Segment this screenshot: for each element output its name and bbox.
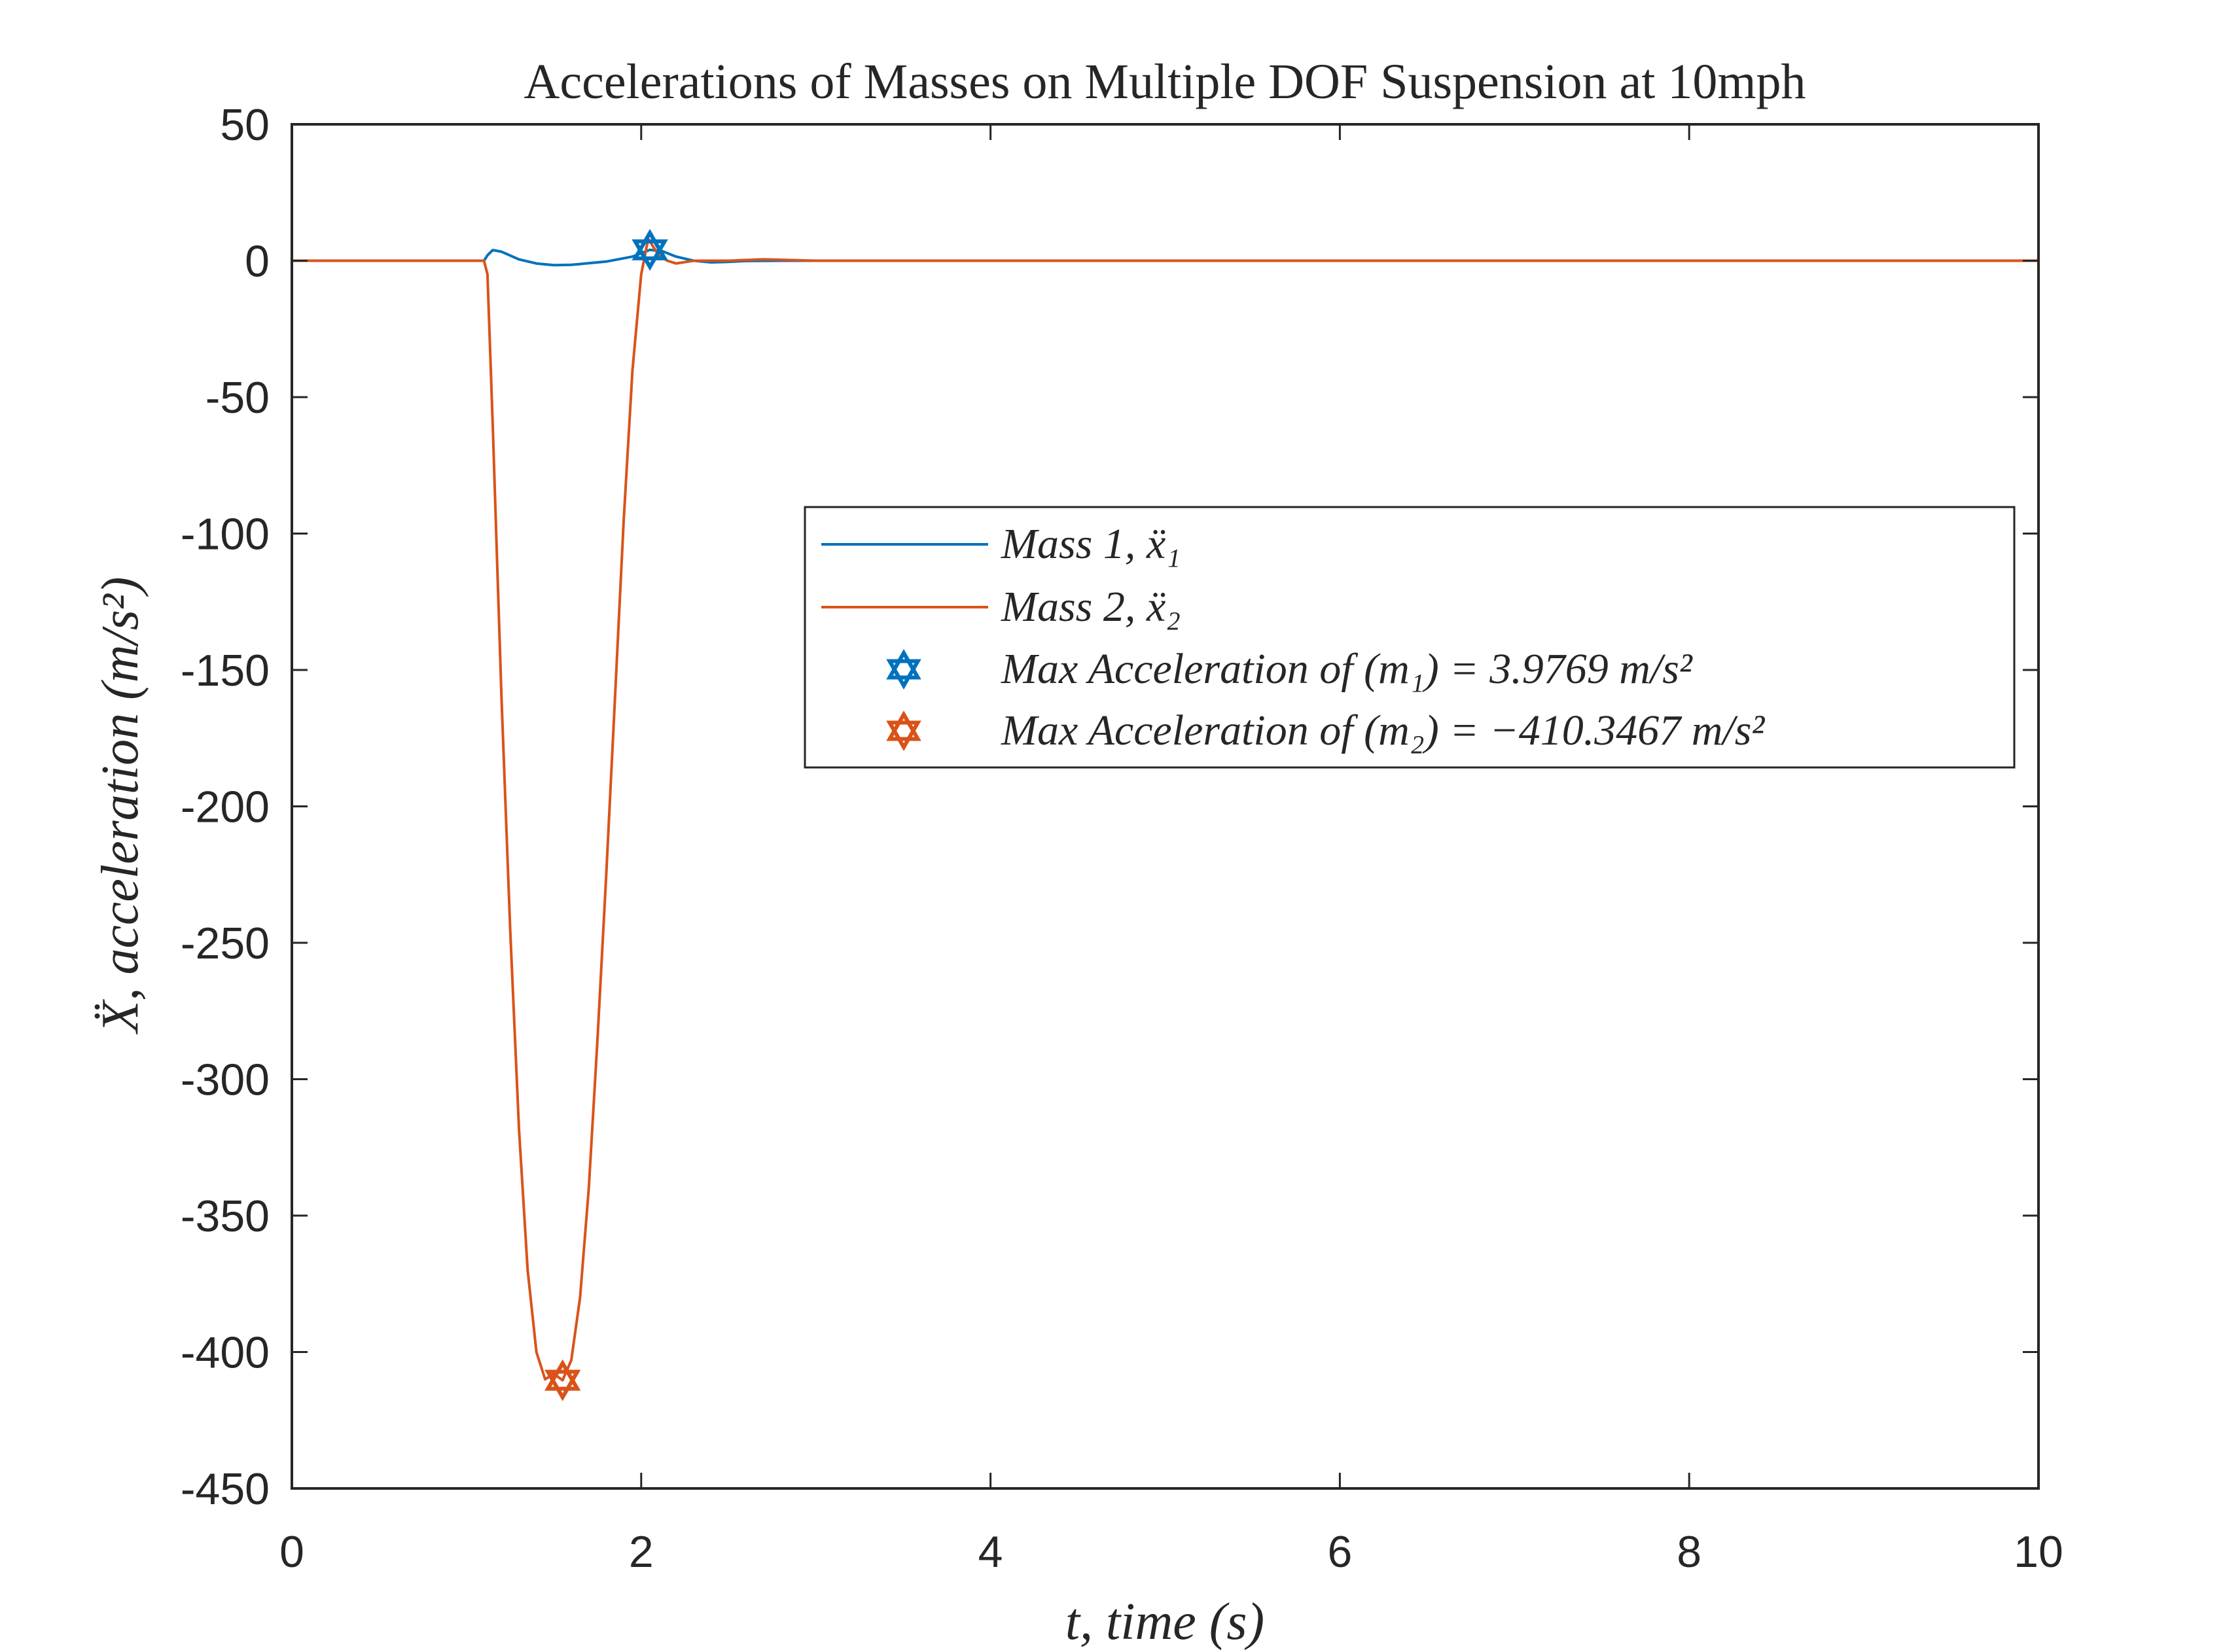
x-tick-label: 0 — [279, 1527, 304, 1577]
plot-markers — [544, 228, 668, 1401]
legend-marker-max-2 — [886, 710, 921, 752]
y-tick-label: -250 — [181, 919, 270, 968]
y-tick-label: 50 — [220, 100, 270, 150]
y-tick-label: -350 — [181, 1191, 270, 1241]
series-line-2 — [292, 237, 2038, 1382]
x-tick-label: 4 — [978, 1527, 1003, 1577]
y-tick-label: 0 — [245, 237, 270, 287]
legend-label-max-2: Max Acceleration of (m₂) = −410.3467 m/s… — [1001, 707, 1765, 754]
axis-ticks: 0 2 4 6 8 10 50 0 -50 -100 -150 -200 -250 -300 -350 -40… — [181, 100, 2063, 1577]
max-marker-1 — [632, 228, 668, 271]
x-tick-label: 2 — [629, 1527, 654, 1577]
legend-label-mass-1: Mass 1, ẍ₁ — [1001, 520, 1181, 568]
plot-area — [292, 124, 2038, 1488]
axes-box — [291, 123, 2040, 1490]
legend-marker-max-1 — [886, 648, 921, 690]
y-tick-label: -50 — [205, 373, 270, 423]
y-axis-label: Ẍ, acceleration (m/s²) — [92, 576, 149, 1034]
legend-label-max-1: Max Acceleration of (m₁) = 3.9769 m/s² — [1001, 645, 1693, 693]
y-tick-label: -300 — [181, 1055, 270, 1105]
y-tick-label: -100 — [181, 510, 270, 559]
legend: Mass 1, ẍ₁ Mass 2, ẍ₂ Max Acceleration o… — [804, 506, 2016, 769]
y-tick-label: -400 — [181, 1328, 270, 1378]
x-tick-label: 6 — [1327, 1527, 1352, 1577]
legend-box — [804, 506, 2016, 769]
y-tick-label: -150 — [181, 646, 270, 695]
x-axis-label: t, time (s) — [1065, 1593, 1264, 1651]
svg-text:Ẍ, acceleration (m/s²): Ẍ, acceleration (m/s²) — [92, 576, 149, 1034]
plot-lines — [292, 237, 2038, 1382]
x-tick-label: 8 — [1677, 1527, 1701, 1577]
y-tick-label: -200 — [181, 782, 270, 832]
legend-label-mass-2: Mass 2, ẍ₂ — [1001, 583, 1181, 631]
max-marker-2 — [544, 1359, 581, 1401]
x-tick-label: 10 — [2014, 1527, 2063, 1577]
y-tick-label: -450 — [181, 1464, 270, 1514]
chart-title: Accelerations of Masses on Multiple DOF … — [524, 54, 1806, 109]
